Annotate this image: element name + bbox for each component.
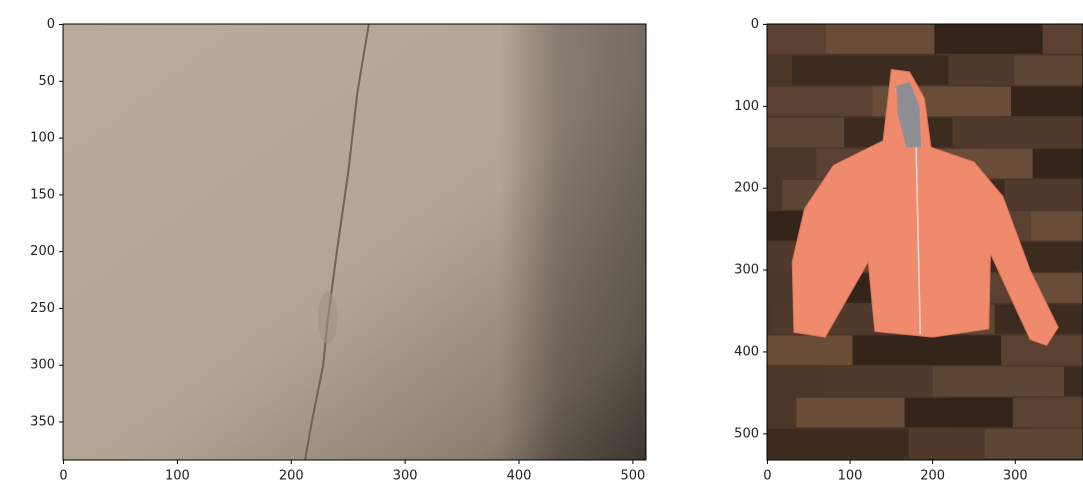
y-tick-label: 300 <box>734 263 759 278</box>
image-area <box>63 24 646 460</box>
wood-plank <box>1012 397 1083 428</box>
x-tick-label: 0 <box>763 469 771 484</box>
wood-plank <box>1004 179 1083 210</box>
x-tick-label: 0 <box>59 469 67 484</box>
y-tick-label: 300 <box>30 358 55 373</box>
photo-hood-lining <box>896 81 922 148</box>
wood-plank <box>826 24 950 54</box>
y-tick-label: 0 <box>751 17 759 32</box>
photo-shadow <box>63 24 646 460</box>
wood-plank <box>984 428 1083 459</box>
photo-zipper <box>915 147 921 334</box>
y-tick-label: 350 <box>30 414 55 429</box>
y-tick-label: 100 <box>734 99 759 114</box>
y-tick-label: 50 <box>38 74 55 89</box>
wood-plank <box>852 335 1002 366</box>
wood-plank <box>1014 55 1083 85</box>
photo-crack <box>304 24 370 460</box>
y-tick-label: 200 <box>30 244 55 259</box>
wood-plank <box>934 24 1059 54</box>
wood-plank <box>1032 148 1083 179</box>
x-tick-label: 200 <box>920 469 945 484</box>
y-tick-label: 150 <box>30 187 55 202</box>
wood-plank <box>767 24 842 54</box>
wood-plank <box>952 117 1083 148</box>
x-tick-label: 200 <box>279 469 304 484</box>
x-tick-label: 100 <box>165 469 190 484</box>
y-tick-label: 250 <box>30 301 55 316</box>
wood-plank <box>792 55 949 85</box>
axes-frame <box>766 23 1083 461</box>
photo-smudge <box>317 291 338 344</box>
photo-hoodie <box>791 68 1059 346</box>
axes-frame <box>62 23 647 461</box>
x-tick-label: 500 <box>620 469 645 484</box>
wood-plank <box>1042 24 1083 54</box>
y-tick-label: 0 <box>47 17 55 32</box>
y-tick-label: 500 <box>734 426 759 441</box>
wood-plank <box>767 428 909 459</box>
x-tick-label: 100 <box>838 469 863 484</box>
y-tick-label: 400 <box>734 344 759 359</box>
y-tick-label: 200 <box>734 181 759 196</box>
y-tick-label: 100 <box>30 131 55 146</box>
x-tick-label: 300 <box>1003 469 1028 484</box>
x-tick-label: 400 <box>507 469 532 484</box>
image-area <box>767 24 1083 460</box>
x-tick-label: 300 <box>393 469 418 484</box>
wood-plank <box>932 366 1064 397</box>
